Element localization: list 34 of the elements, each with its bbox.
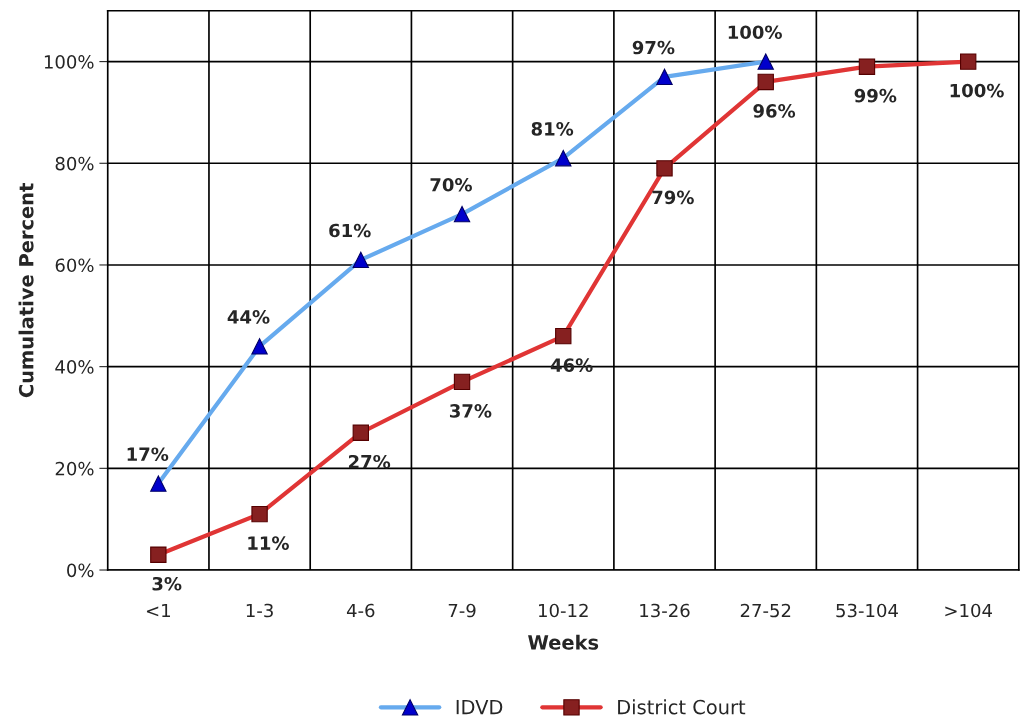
x-tick-label: >104 bbox=[945, 603, 992, 618]
data-label: 100% bbox=[950, 83, 1004, 98]
x-tick-label: 4-6 bbox=[346, 603, 375, 618]
data-label: 61% bbox=[329, 223, 371, 238]
data-label: 44% bbox=[227, 310, 270, 324]
y-tick-label: 0% bbox=[67, 563, 94, 578]
data-label: 37% bbox=[449, 404, 492, 418]
data-label: 27% bbox=[348, 454, 391, 469]
data-label: 81% bbox=[531, 122, 574, 136]
x-axis-title: Weeks bbox=[528, 634, 599, 650]
data-label: 17% bbox=[127, 447, 169, 462]
data-label: 99% bbox=[854, 88, 897, 103]
y-tick-label: 20% bbox=[55, 461, 94, 476]
data-label: 97% bbox=[632, 40, 675, 55]
x-tick-label: 53-104 bbox=[836, 603, 898, 618]
y-tick-label: 100% bbox=[44, 55, 94, 69]
y-axis-title: Cumulative Percent bbox=[18, 183, 34, 398]
data-label: 11% bbox=[248, 536, 289, 550]
y-tick-label: 40% bbox=[55, 360, 94, 374]
x-tick-label: 13-26 bbox=[640, 603, 690, 618]
data-label: 79% bbox=[652, 190, 694, 205]
x-tick-label: 1-3 bbox=[246, 603, 273, 618]
x-tick-label: <1 bbox=[146, 603, 170, 618]
x-tick-label: 27-52 bbox=[740, 603, 791, 618]
legend-label: District Court bbox=[618, 699, 746, 715]
y-tick-label: 60% bbox=[55, 258, 94, 273]
data-label: 100% bbox=[728, 25, 782, 40]
data-label: 3% bbox=[152, 576, 182, 591]
data-label: 70% bbox=[430, 177, 472, 192]
legend-label: IDVD bbox=[456, 699, 503, 715]
data-label: 96% bbox=[753, 104, 796, 118]
y-tick-label: 80% bbox=[55, 156, 94, 171]
x-tick-label: 10-12 bbox=[539, 603, 588, 618]
x-tick-label: 7-9 bbox=[448, 603, 476, 618]
